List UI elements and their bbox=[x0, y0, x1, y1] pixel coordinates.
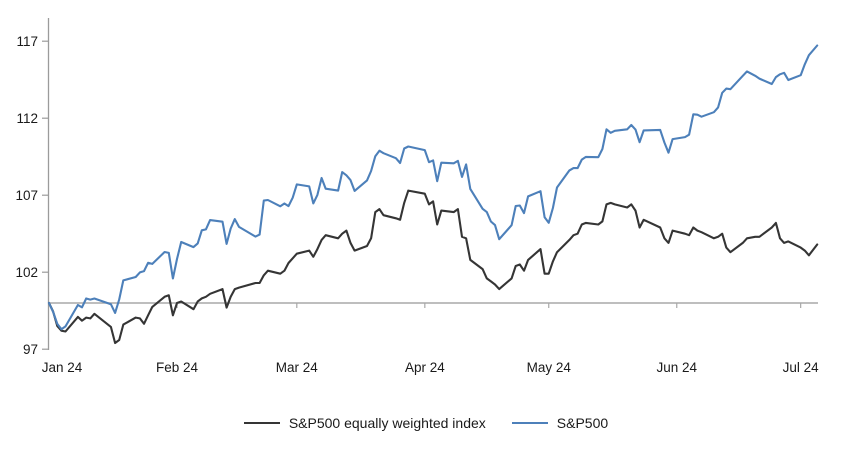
legend-label: S&P500 equally weighted index bbox=[288, 415, 486, 431]
legend-label: S&P500 bbox=[556, 415, 609, 431]
legend-line-swatch-blue bbox=[511, 422, 548, 424]
y-tick-label-112: 112 bbox=[16, 111, 38, 126]
y-tick-label-107: 107 bbox=[15, 188, 38, 203]
legend-item-sp500: S&P500 bbox=[511, 415, 609, 431]
x-month-label-Jul-24: Jul 24 bbox=[783, 360, 820, 375]
y-tick-label-102: 102 bbox=[15, 265, 38, 280]
x-month-label-Jun-24: Jun 24 bbox=[656, 360, 697, 375]
series-line-sp500-equal-weight bbox=[47, 189, 819, 345]
x-month-label-Feb-24: Feb 24 bbox=[156, 360, 199, 375]
series-line-sp500 bbox=[47, 44, 819, 331]
legend-line-swatch-dark bbox=[243, 422, 280, 424]
legend-item-sp500-equal-weight: S&P500 equally weighted index bbox=[243, 415, 486, 431]
x-month-label-Mar-24: Mar 24 bbox=[276, 360, 319, 375]
y-tick-label-117: 117 bbox=[16, 34, 38, 49]
x-month-label-Apr-24: Apr 24 bbox=[405, 360, 445, 375]
chart-legend: S&P500 equally weighted index S&P500 bbox=[0, 410, 852, 436]
x-month-label-May-24: May 24 bbox=[527, 360, 572, 375]
y-tick-label-97: 97 bbox=[23, 342, 38, 357]
x-month-label-Jan-24: Jan 24 bbox=[42, 360, 83, 375]
